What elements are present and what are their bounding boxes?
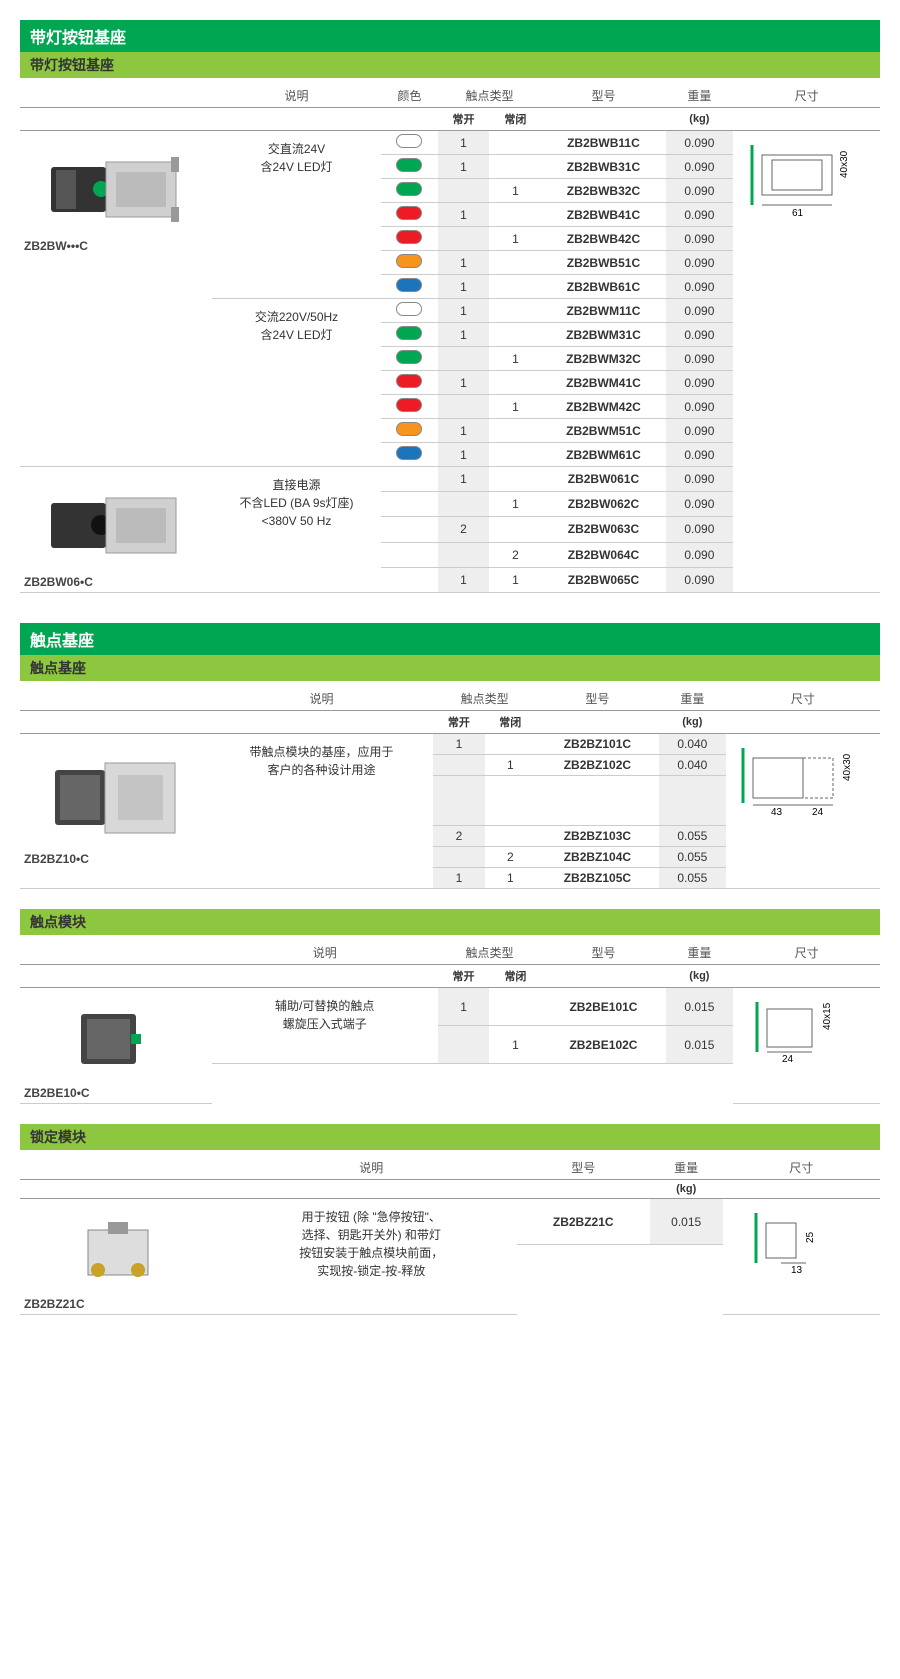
section1-title: 带灯按钮基座	[20, 20, 880, 52]
hdr-desc: 说明	[212, 84, 381, 108]
table-row: ZB2BZ21C用于按钮 (除 "急停按钮"、选择、钥匙开关外) 和带灯按钮安装…	[20, 1199, 880, 1245]
color-dot-red	[396, 230, 422, 244]
section4-table: 说明 型号 重量 尺寸 (kg) ZB2BZ21C用于按钮 (除 "急停按钮"、…	[20, 1156, 880, 1315]
section4-subtitle: 锁定模块	[20, 1124, 880, 1150]
product-image	[63, 1210, 183, 1290]
model-cell: ZB2BZ101C	[536, 734, 659, 755]
color-dot-blue	[396, 278, 422, 292]
svg-text:13: 13	[791, 1265, 803, 1276]
image-caption: ZB2BZ10•C	[24, 852, 206, 866]
image-caption: ZB2BW•••C	[24, 239, 208, 253]
color-dot-green	[396, 326, 422, 340]
model-cell: ZB2BWB51C	[541, 251, 665, 275]
table-row: ZB2BW•••C交直流24V含24V LED灯1ZB2BWB11C0.090 …	[20, 131, 880, 155]
svg-text:40x30: 40x30	[839, 150, 850, 178]
section3-table: 说明 触点类型 型号 重量 尺寸 常开 常闭 (kg) ZB2BE10•C辅助/…	[20, 941, 880, 1104]
model-cell: ZB2BWB32C	[541, 179, 665, 203]
color-dot-white	[396, 134, 422, 148]
model-cell: ZB2BWM11C	[541, 299, 665, 323]
image-caption: ZB2BW06•C	[24, 575, 208, 589]
svg-text:43: 43	[771, 807, 783, 818]
table-row: ZB2BZ10•C带触点模块的基座，应用于客户的各种设计用途1ZB2BZ101C…	[20, 734, 880, 755]
color-dot-green	[396, 158, 422, 172]
model-cell: ZB2BZ103C	[536, 826, 659, 847]
model-cell: ZB2BW063C	[541, 517, 665, 542]
product-image	[40, 745, 190, 845]
model-cell: ZB2BWM41C	[541, 371, 665, 395]
color-dot-red	[396, 206, 422, 220]
section2-subtitle: 触点基座	[20, 655, 880, 681]
model-cell: ZB2BWM31C	[541, 323, 665, 347]
color-dot-orange	[396, 422, 422, 436]
svg-text:40x30: 40x30	[842, 753, 853, 781]
section3-subtitle: 触点模块	[20, 909, 880, 935]
model-cell: ZB2BZ105C	[536, 868, 659, 889]
model-cell: ZB2BW064C	[541, 542, 665, 567]
section1-subtitle: 带灯按钮基座	[20, 52, 880, 78]
model-cell: ZB2BWB41C	[541, 203, 665, 227]
color-dot-green	[396, 182, 422, 196]
color-dot-green	[396, 350, 422, 364]
hdr-color: 颜色	[381, 84, 437, 108]
section2-table: 说明 触点类型 型号 重量 尺寸 常开 常闭 (kg) ZB2BZ10•C带触点…	[20, 687, 880, 889]
hdr-dim: 尺寸	[733, 84, 880, 108]
model-cell: ZB2BWM51C	[541, 419, 665, 443]
model-cell: ZB2BWM32C	[541, 347, 665, 371]
svg-text:24: 24	[812, 807, 824, 818]
image-caption: ZB2BE10•C	[24, 1086, 208, 1100]
model-cell: ZB2BE102C	[541, 1026, 665, 1064]
model-cell: ZB2BWM61C	[541, 443, 665, 467]
color-dot-white	[396, 302, 422, 316]
model-cell: ZB2BE101C	[541, 988, 665, 1026]
product-image	[61, 999, 171, 1079]
svg-text:61: 61	[792, 208, 804, 219]
dimension-drawing: 40x30 43 24	[738, 743, 868, 828]
model-cell: ZB2BWB31C	[541, 155, 665, 179]
subhdr-no: 常开	[438, 108, 490, 131]
section1-table: 说明 颜色 触点类型 型号 重量 尺寸 常开 常闭 (kg) ZB2BW•••C…	[20, 84, 880, 593]
color-dot-red	[396, 374, 422, 388]
model-cell: ZB2BW062C	[541, 492, 665, 517]
dimension-drawing: 40x15 24	[752, 997, 862, 1072]
svg-text:40x15: 40x15	[822, 1002, 833, 1030]
hdr-weight: 重量	[666, 84, 734, 108]
model-cell: ZB2BZ21C	[517, 1199, 650, 1245]
svg-text:25: 25	[805, 1231, 816, 1243]
section2-title: 触点基座	[20, 623, 880, 655]
image-caption: ZB2BZ21C	[24, 1297, 222, 1311]
table-row: ZB2BE10•C辅助/可替换的触点螺旋压入式端子1ZB2BE101C0.015…	[20, 988, 880, 1026]
model-cell: ZB2BW061C	[541, 467, 665, 492]
svg-text:24: 24	[782, 1054, 794, 1065]
product-image	[41, 478, 191, 568]
model-cell: ZB2BWB61C	[541, 275, 665, 299]
subhdr-nc: 常闭	[489, 108, 541, 131]
catalog-page: 带灯按钮基座 带灯按钮基座 说明 颜色 触点类型 型号 重量 尺寸 常开 常闭 …	[0, 0, 900, 1325]
dimension-drawing: 40x30 61	[747, 140, 867, 220]
model-cell: ZB2BW065C	[541, 567, 665, 592]
hdr-model: 型号	[541, 84, 665, 108]
dimension-drawing: 25 13	[751, 1208, 851, 1283]
color-dot-blue	[396, 446, 422, 460]
subhdr-kg: (kg)	[666, 108, 734, 131]
color-dot-orange	[396, 254, 422, 268]
model-cell: ZB2BWB11C	[541, 131, 665, 155]
model-cell: ZB2BWM42C	[541, 395, 665, 419]
model-cell: ZB2BWB42C	[541, 227, 665, 251]
model-cell: ZB2BZ104C	[536, 847, 659, 868]
model-cell: ZB2BZ102C	[536, 755, 659, 776]
hdr-contact-type: 触点类型	[438, 84, 542, 108]
product-image	[41, 142, 191, 232]
color-dot-red	[396, 398, 422, 412]
